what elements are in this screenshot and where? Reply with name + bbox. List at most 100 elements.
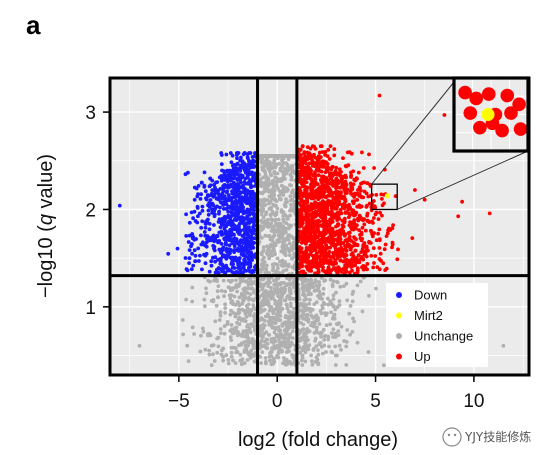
point-up <box>360 150 364 155</box>
point-unchange <box>249 308 254 313</box>
point-unchange <box>280 294 284 298</box>
point-down <box>226 267 231 272</box>
point-unchange <box>351 316 355 321</box>
point-up <box>304 185 309 190</box>
point-up <box>335 199 339 204</box>
point-unchange <box>213 319 218 324</box>
point-unchange <box>244 314 249 319</box>
point-unchange <box>269 349 274 353</box>
point-down <box>223 271 228 276</box>
point-unchange <box>278 310 282 315</box>
point-up <box>306 195 310 199</box>
plot-border <box>108 76 531 377</box>
point-up <box>323 220 328 225</box>
point-up <box>308 146 313 151</box>
point-up <box>349 223 353 228</box>
point-up <box>369 230 374 234</box>
point-down <box>187 256 192 261</box>
point-unchange <box>267 169 272 174</box>
point-unchange <box>282 335 286 339</box>
point-unchange <box>273 175 278 180</box>
point-up <box>377 246 382 250</box>
point-unchange <box>265 342 270 346</box>
point-unchange <box>247 326 252 331</box>
point-unchange <box>331 314 336 319</box>
point-down <box>219 162 224 167</box>
point-unchange <box>260 344 265 349</box>
point-unchange <box>301 302 306 307</box>
point-unchange <box>231 358 235 363</box>
y-tick-label: 2 <box>85 200 96 221</box>
point-unchange <box>261 215 266 220</box>
point-unchange <box>305 286 310 290</box>
point-up <box>301 166 306 171</box>
point-up <box>307 212 312 217</box>
y-axis-title-prefix: −log10 ( <box>35 225 57 298</box>
point-down <box>244 246 249 251</box>
point-unchange <box>298 314 302 319</box>
point-up <box>365 203 369 208</box>
point-up <box>359 181 363 186</box>
point-up-outlier <box>422 197 427 202</box>
point-up <box>332 171 337 176</box>
point-unchange <box>269 337 274 341</box>
point-unchange <box>248 355 253 360</box>
point-unchange <box>287 247 292 252</box>
point-down <box>204 244 209 249</box>
point-unchange <box>284 322 289 327</box>
point-unchange <box>283 204 288 209</box>
point-unchange <box>300 346 305 351</box>
point-up <box>324 243 328 248</box>
point-unchange <box>331 327 336 332</box>
point-down <box>223 176 227 181</box>
point-up <box>299 269 304 274</box>
point-unchange <box>288 234 293 238</box>
point-down <box>232 238 237 242</box>
point-unchange <box>345 298 350 303</box>
point-down <box>217 230 222 235</box>
point-down <box>227 243 232 248</box>
point-up <box>357 203 362 208</box>
point-unchange <box>180 318 185 322</box>
point-unchange <box>278 314 283 318</box>
point-down <box>248 165 253 170</box>
point-unchange <box>333 331 338 336</box>
point-up <box>311 256 316 261</box>
point-unchange <box>243 295 247 299</box>
point-unchange <box>327 344 331 349</box>
point-up <box>367 201 372 206</box>
point-unchange <box>319 311 324 316</box>
point-unchange <box>310 359 314 363</box>
point-unchange <box>317 342 322 347</box>
point-down <box>219 241 224 246</box>
point-unchange <box>261 326 266 331</box>
point-down <box>192 209 197 214</box>
point-unchange <box>262 197 267 202</box>
point-unchange <box>272 212 277 217</box>
zoom-point-mirt2 <box>481 108 495 121</box>
point-unchange <box>308 297 312 302</box>
point-up-outlier <box>487 211 492 216</box>
point-unchange <box>289 202 293 207</box>
point-unchange <box>282 281 286 285</box>
point-unchange <box>236 317 241 321</box>
zoom-point-up <box>504 106 518 120</box>
point-unchange <box>275 316 280 321</box>
point-up <box>321 175 325 180</box>
point-up <box>306 224 310 228</box>
point-down <box>235 156 239 161</box>
point-up <box>348 247 353 252</box>
point-up <box>350 187 355 192</box>
point-down <box>231 163 235 168</box>
point-down <box>190 234 195 239</box>
point-down <box>234 203 239 208</box>
point-unchange <box>335 353 339 358</box>
point-down <box>221 184 226 189</box>
point-up <box>314 271 319 276</box>
point-unchange <box>360 309 365 314</box>
point-unchange <box>259 252 264 257</box>
point-up <box>381 261 386 266</box>
point-up <box>303 189 307 194</box>
point-unchange <box>275 354 279 358</box>
point-unchange <box>274 180 279 185</box>
